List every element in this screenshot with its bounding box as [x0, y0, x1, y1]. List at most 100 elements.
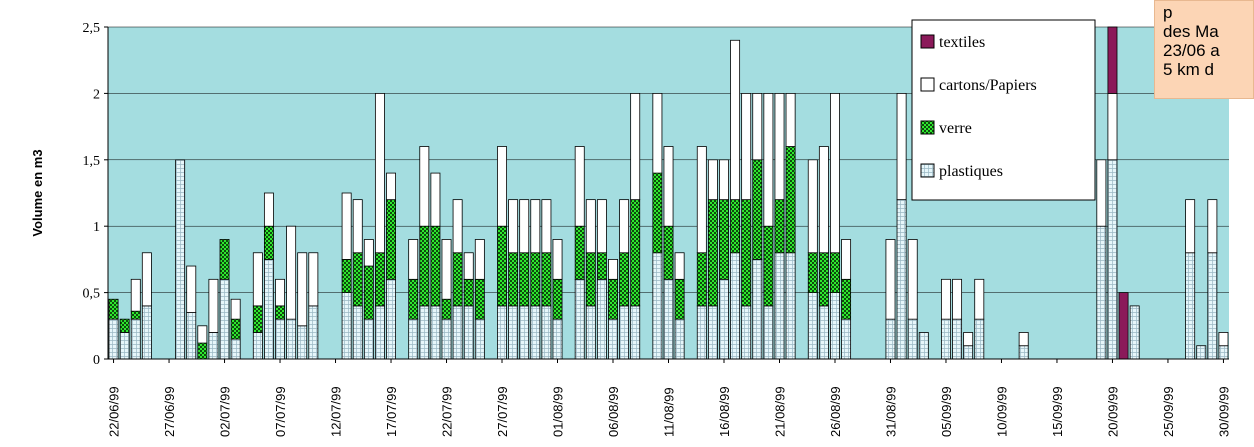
bar-segment-plastiques	[630, 305, 641, 360]
bar-segment-cartonspapiers	[885, 239, 896, 320]
bar-segment-textiles	[1107, 26, 1118, 94]
bar-segment-verre	[452, 252, 463, 307]
bar-segment-cartonspapiers	[719, 159, 729, 201]
bar-segment-plastiques	[408, 318, 419, 360]
bar-segment-cartonspapiers	[752, 93, 763, 161]
bar-segment-cartonspapiers	[807, 159, 818, 254]
bar-segment-plastiques	[707, 305, 718, 360]
x-tick-label: 27/06/99	[162, 386, 177, 437]
legend-label: textiles	[939, 34, 985, 51]
bar-segment-cartonspapiers	[374, 93, 385, 254]
bar-segment-textiles	[1118, 292, 1129, 360]
note-line: 23/06 a	[1163, 41, 1220, 60]
x-tick-label: 12/07/99	[329, 386, 344, 437]
note-line: p	[1163, 3, 1173, 22]
bar-segment-plastiques	[1207, 252, 1218, 360]
bar-segment-verre	[519, 252, 530, 307]
bar-segment-verre	[630, 199, 641, 307]
bar-segment-cartonspapiers	[530, 199, 541, 254]
bar-segment-cartonspapiers	[263, 192, 274, 227]
bar-segment-plastiques	[530, 305, 541, 360]
legend-label: verre	[939, 120, 972, 137]
bar-segment-cartonspapiers	[341, 192, 352, 260]
legend: textiles cartons/Papiers verre plastiques	[911, 19, 1096, 201]
bar-segment-plastiques	[907, 318, 918, 360]
bar-segment-plastiques	[1129, 305, 1140, 360]
bar-segment-verre	[230, 318, 241, 340]
y-tick-label: 2	[93, 87, 100, 102]
bar-segment-cartonspapiers	[230, 298, 241, 320]
bar-segment-plastiques	[363, 318, 374, 360]
bar-segment-plastiques	[541, 305, 552, 360]
bar-segment-cartonspapiers	[275, 278, 285, 307]
bar-segment-verre	[785, 146, 796, 254]
bar-segment-cartonspapiers	[130, 278, 141, 312]
bar-segment-plastiques	[696, 305, 707, 360]
bar-segment-cartonspapiers	[941, 278, 951, 320]
bar-segment-cartonspapiers	[352, 199, 363, 254]
bar-segment-plastiques	[963, 345, 974, 360]
bar-segment-plastiques	[508, 305, 519, 360]
bar-segment-verre	[463, 278, 474, 307]
bar-segment-cartonspapiers	[474, 239, 485, 280]
x-tick-label: 15/09/99	[1050, 386, 1065, 437]
bar-segment-cartonspapiers	[208, 278, 219, 333]
bar-segment-plastiques	[419, 305, 430, 360]
y-tick-label: 0	[93, 353, 100, 368]
bar-segment-plastiques	[286, 318, 297, 360]
bar-segment-cartonspapiers	[363, 239, 374, 267]
bar-segment-verre	[818, 252, 829, 307]
bar-segment-cartonspapiers	[541, 199, 552, 254]
bar-segment-cartonspapiers	[463, 252, 474, 280]
bar-segment-cartonspapiers	[774, 93, 785, 201]
bar-segment-verre	[252, 305, 263, 333]
bar-segment-plastiques	[552, 318, 563, 360]
bar-segment-verre	[763, 225, 774, 307]
bar-segment-cartonspapiers	[763, 93, 774, 227]
bar-segment-cartonspapiers	[952, 278, 963, 320]
bar-segment-verre	[730, 199, 741, 254]
bar-segment-verre	[363, 265, 374, 320]
bar-segment-cartonspapiers	[652, 93, 663, 174]
bar-segment-plastiques	[452, 305, 463, 360]
bar-segment-verre	[663, 225, 674, 280]
bar-segment-cartonspapiers	[619, 199, 630, 254]
bar-segment-plastiques	[297, 325, 308, 360]
bar-segment-cartonspapiers	[896, 93, 907, 201]
x-tick-label: 17/07/99	[384, 386, 399, 437]
x-tick-label: 21/08/99	[773, 386, 788, 437]
bar-segment-plastiques	[1107, 159, 1118, 360]
x-tick-label: 11/08/99	[662, 387, 677, 437]
y-axis-title: Volume en m3	[30, 149, 45, 236]
bar-segment-plastiques	[352, 305, 363, 360]
x-tick-label: 20/09/99	[1106, 386, 1121, 437]
x-tick-label: 31/08/99	[884, 386, 899, 437]
bar-segment-verre	[474, 278, 485, 320]
legend-swatch	[920, 77, 935, 92]
bar-segment-verre	[774, 199, 785, 254]
bar-segment-cartonspapiers	[630, 93, 641, 201]
bar-segment-verre	[752, 159, 763, 260]
bar-segment-plastiques	[719, 278, 729, 360]
bar-segment-verre	[130, 310, 141, 320]
bar-segment-plastiques	[785, 252, 796, 360]
bar-segment-plastiques	[841, 318, 852, 360]
bar-segment-plastiques	[663, 278, 674, 360]
x-tick-label: 05/09/99	[939, 386, 954, 437]
bar-segment-cartonspapiers	[430, 172, 441, 227]
bar-segment-plastiques	[652, 252, 663, 360]
x-tick-label: 22/07/99	[440, 386, 455, 437]
bar-segment-cartonspapiers	[730, 39, 741, 201]
bar-segment-plastiques	[430, 305, 441, 360]
bar-segment-plastiques	[830, 292, 840, 360]
x-tick-label: 22/06/99	[107, 386, 122, 437]
bar-segment-plastiques	[252, 332, 263, 360]
bar-segment-verre	[386, 199, 396, 280]
bar-segment-plastiques	[574, 278, 585, 360]
bar-segment-verre	[619, 252, 630, 307]
bar-segment-cartonspapiers	[441, 239, 452, 300]
bar-segment-plastiques	[474, 318, 485, 360]
bar-segment-cartonspapiers	[419, 146, 430, 227]
bar-segment-verre	[263, 225, 274, 260]
